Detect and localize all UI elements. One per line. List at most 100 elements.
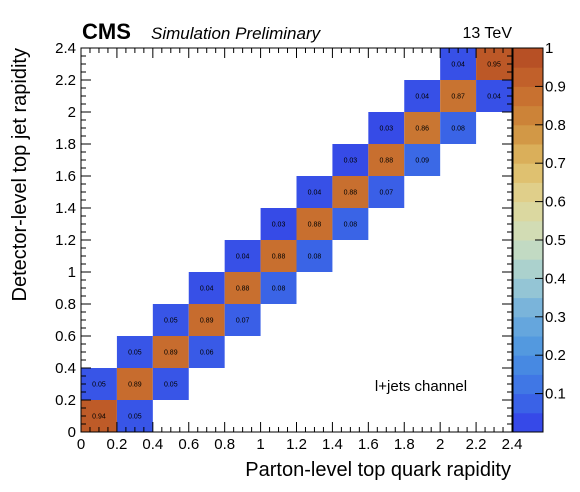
colorbar-tick-label: 0.7 [545, 155, 566, 172]
y-tick-label: 0.8 [55, 296, 76, 313]
x-axis-ticks: 0 0.2 0.4 0.6 0.8 1 1.2 1.4 1.6 1.8 2 2.2 2.4 [77, 48, 522, 453]
y-tick-label: 2 [68, 104, 76, 121]
x-tick-label: 0 [77, 436, 85, 453]
y-tick-label: 0.4 [55, 360, 76, 377]
colorbar [513, 48, 543, 433]
x-tick-label: 1.8 [394, 436, 415, 453]
cell-value-label: 0.03 [379, 126, 393, 133]
cell-value-label: 0.07 [379, 190, 393, 197]
heatmap-cell [404, 144, 441, 176]
cell-value-label: 0.86 [415, 126, 429, 133]
colorbar-band [513, 220, 543, 241]
x-axis-title: Parton-level top quark rapidity [245, 459, 511, 481]
cell-value-label: 0.09 [415, 158, 429, 165]
cell-value-label: 0.95 [487, 62, 501, 69]
heatmap-cell [224, 304, 261, 336]
heatmap-cell [188, 336, 225, 368]
heatmap-cell [332, 208, 369, 240]
colorbar-tick-label: 0.6 [545, 194, 566, 211]
cell-value-label: 0.88 [236, 286, 250, 293]
y-tick-label: 2.4 [55, 40, 76, 57]
cell-value-label: 0.04 [451, 62, 465, 69]
colorbar-band [513, 124, 543, 145]
heatmap-cell [152, 336, 189, 368]
cell-value-label: 0.88 [344, 190, 358, 197]
cell-value-label: 0.88 [308, 222, 322, 229]
colorbar-tick-label: 0.1 [545, 386, 566, 403]
heatmap-cell-labels: 0.94 0.05 0.05 0.89 0.05 0.05 0.89 0.05 0.06 0.89… [92, 62, 501, 421]
colorbar-tick-label: 0.4 [545, 270, 566, 287]
colorbar-tick-label: 0.2 [545, 347, 566, 364]
colorbar-band [513, 259, 543, 279]
colorbar-band [513, 67, 543, 87]
heatmap-cell [116, 336, 153, 368]
x-tick-label: 0.8 [214, 436, 235, 453]
colorbar-ticks: 0.1 0.2 0.3 0.4 0.5 0.6 0.7 0.8 0.9 1 [535, 40, 566, 403]
colorbar-tick-label: 0.3 [545, 309, 566, 326]
heatmap-cell [404, 112, 441, 144]
heatmap-cell [188, 304, 225, 336]
energy-label: 13 TeV [462, 25, 512, 42]
colorbar-band [513, 412, 543, 433]
cell-value-label: 0.89 [128, 382, 142, 389]
colorbar-band [513, 374, 543, 395]
cell-value-label: 0.89 [200, 318, 214, 325]
x-tick-label: 2 [436, 436, 444, 453]
heatmap-cell [224, 272, 261, 304]
cell-value-label: 0.94 [92, 414, 106, 421]
heatmap-cell [260, 240, 297, 272]
y-tick-label: 1.8 [55, 136, 76, 153]
cell-value-label: 0.05 [128, 350, 142, 357]
heatmap-cell [116, 400, 153, 432]
colorbar-band [513, 163, 543, 183]
heatmap-cell [188, 272, 225, 304]
x-tick-label: 1.6 [358, 436, 379, 453]
colorbar-band [513, 182, 543, 203]
heatmap-cell [332, 176, 369, 208]
x-tick-label: 2.2 [466, 436, 487, 453]
heatmap-cell [152, 368, 189, 400]
colorbar-tick-label: 0.9 [545, 78, 566, 95]
cell-value-label: 0.04 [200, 286, 214, 293]
cell-value-label: 0.06 [200, 350, 214, 357]
colorbar-band [513, 201, 543, 222]
colorbar-band [513, 86, 543, 107]
cell-value-label: 0.03 [344, 158, 358, 165]
heatmap-cell [224, 240, 261, 272]
x-tick-label: 0.2 [106, 436, 127, 453]
colorbar-band [513, 355, 543, 375]
heatmap-cell [260, 272, 297, 304]
cell-value-label: 0.05 [164, 382, 178, 389]
heatmap-cell [440, 112, 477, 144]
y-tick-label: 1 [68, 264, 76, 281]
heatmap-cell [440, 48, 477, 80]
cell-value-label: 0.05 [128, 414, 142, 421]
y-axis-ticks: 0 0.2 0.4 0.6 0.8 1 1.2 1.4 1.6 1.8 2 2.2 2.4 [55, 40, 512, 441]
y-tick-label: 1.2 [55, 232, 76, 249]
heatmap-cell [404, 80, 441, 112]
heatmap-cell [296, 240, 333, 272]
colorbar-band [513, 278, 543, 299]
cell-value-label: 0.04 [236, 254, 250, 261]
cell-value-label: 0.04 [487, 94, 501, 101]
channel-annotation: l+jets channel [375, 378, 467, 395]
cell-value-label: 0.08 [451, 126, 465, 133]
x-tick-label: 1.2 [286, 436, 307, 453]
heatmap-cell [476, 48, 512, 80]
y-tick-label: 0.2 [55, 392, 76, 409]
heatmap-cell [152, 304, 189, 336]
colorbar-band [513, 316, 543, 337]
y-axis-title: Detector-level top jet rapidity [9, 48, 31, 301]
cell-value-label: 0.08 [272, 286, 286, 293]
cell-value-label: 0.05 [92, 382, 106, 389]
cell-value-label: 0.08 [308, 254, 322, 261]
colorbar-band [513, 240, 543, 260]
cell-value-label: 0.87 [451, 94, 465, 101]
colorbar-band [513, 297, 543, 318]
colorbar-tick-label: 0.5 [545, 232, 566, 249]
colorbar-band [513, 336, 543, 356]
heatmap-cell [296, 208, 333, 240]
cell-value-label: 0.03 [272, 222, 286, 229]
heatmap-cell [81, 400, 117, 432]
cell-value-label: 0.04 [308, 190, 322, 197]
